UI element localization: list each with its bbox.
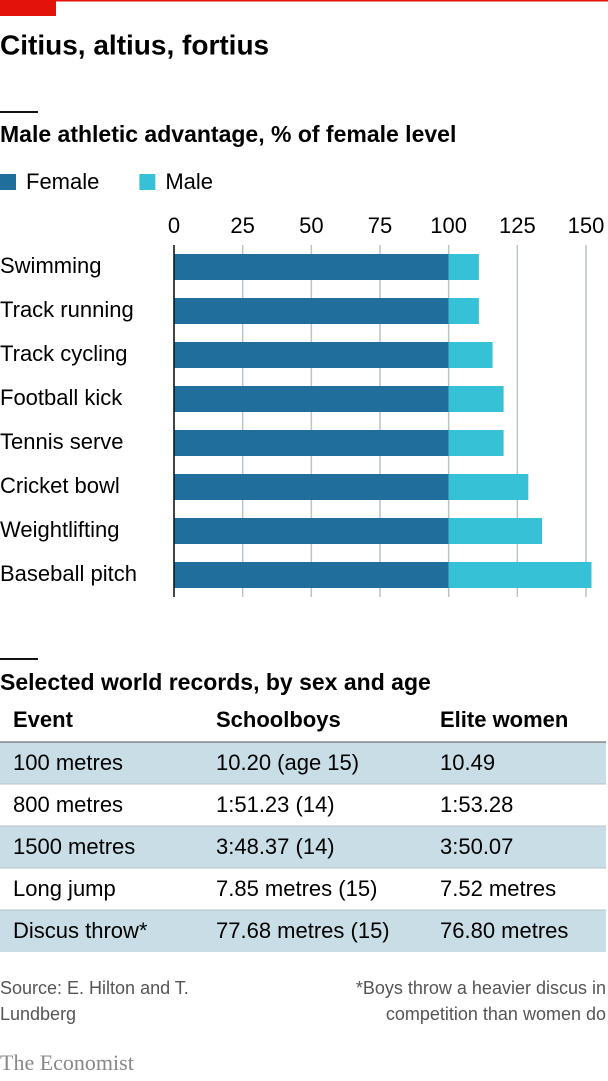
legend-label: Male <box>165 169 213 194</box>
bar-segment <box>448 430 504 456</box>
bar-segment <box>174 474 449 500</box>
x-tick-label: 25 <box>230 213 254 238</box>
table-header: Event <box>13 707 74 732</box>
table-cell: 7.52 metres <box>440 876 556 901</box>
bar-segment <box>174 518 449 544</box>
bar-segment <box>174 562 449 588</box>
x-tick-label: 50 <box>299 213 323 238</box>
table-cell: 10.20 (age 15) <box>216 750 359 775</box>
bar-segment <box>448 254 479 280</box>
page-title: Citius, altius, fortius <box>0 29 269 60</box>
y-tick-label: Football kick <box>0 385 123 410</box>
section-rule <box>0 111 38 113</box>
x-tick-label: 0 <box>168 213 180 238</box>
top-rule <box>0 0 608 2</box>
table-cell: 1:53.28 <box>440 792 513 817</box>
row-band <box>0 910 606 952</box>
table-cell: 100 metres <box>13 750 123 775</box>
table-header: Elite women <box>440 707 568 732</box>
chart-title: Male athletic advantage, % of female lev… <box>0 121 456 147</box>
row-band <box>0 742 606 784</box>
table-cell: Discus throw* <box>13 918 148 943</box>
table-cell: 7.85 metres (15) <box>216 876 377 901</box>
y-tick-label: Swimming <box>0 253 101 278</box>
x-tick-label: 125 <box>499 213 536 238</box>
source: Source: E. Hilton and T. Lundberg <box>0 978 189 1024</box>
table-cell: Long jump <box>13 876 116 901</box>
y-tick-label: Baseball pitch <box>0 561 137 586</box>
table-cell: 10.49 <box>440 750 495 775</box>
legend-label: Female <box>26 169 99 194</box>
legend-swatch <box>139 174 156 190</box>
x-tick-label: 75 <box>368 213 392 238</box>
bar-segment <box>448 562 592 588</box>
brand: The Economist <box>0 1050 134 1075</box>
table-cell: 77.68 metres (15) <box>216 918 390 943</box>
bar-segment <box>448 386 504 412</box>
table-title: Selected world records, by sex and age <box>0 669 431 695</box>
y-tick-label: Track cycling <box>0 341 128 366</box>
footnote: *Boys throw a heavier discus in competit… <box>355 978 606 1024</box>
bar-segment <box>448 298 479 324</box>
bar-segment <box>174 254 449 280</box>
table-cell: 800 metres <box>13 792 123 817</box>
bar-segment <box>448 342 493 368</box>
bar-segment <box>174 430 449 456</box>
bar-segment <box>174 386 449 412</box>
red-tab <box>0 0 56 16</box>
x-tick-label: 100 <box>430 213 467 238</box>
bar-segment <box>448 518 543 544</box>
section-rule <box>0 658 38 660</box>
row-band <box>0 826 606 868</box>
table-header: Schoolboys <box>216 707 341 732</box>
bar-segment <box>448 474 529 500</box>
y-tick-label: Track running <box>0 297 134 322</box>
table-cell: 1500 metres <box>13 834 135 859</box>
table-cell: 76.80 metres <box>440 918 568 943</box>
y-tick-label: Tennis serve <box>0 429 124 454</box>
table-cell: 1:51.23 (14) <box>216 792 335 817</box>
y-tick-label: Weightlifting <box>0 517 119 542</box>
y-tick-label: Cricket bowl <box>0 473 120 498</box>
x-tick-label: 150 <box>568 213 605 238</box>
table-cell: 3:50.07 <box>440 834 513 859</box>
bar-segment <box>174 298 449 324</box>
bar-segment <box>174 342 449 368</box>
legend-swatch <box>0 174 16 190</box>
table-cell: 3:48.37 (14) <box>216 834 335 859</box>
